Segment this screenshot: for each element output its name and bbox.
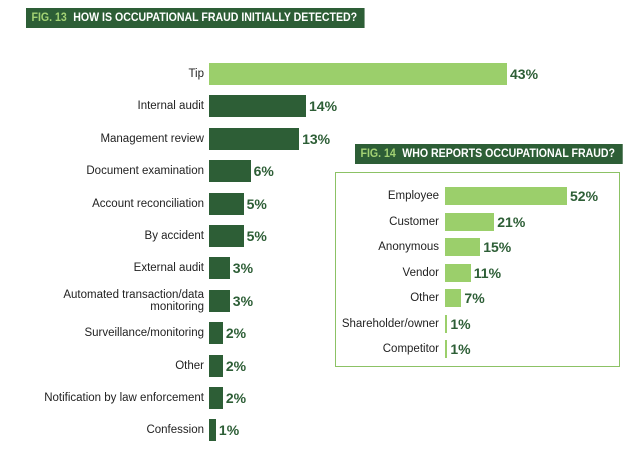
fig14-value-competitor: 1%	[450, 341, 471, 357]
fig14-value-anonymous: 15%	[483, 239, 512, 255]
fig14-value-vendor: 11%	[473, 264, 502, 281]
fig14-label-other: Other	[410, 292, 439, 304]
fig13-bar-surveillance-monitoring	[209, 322, 223, 345]
fig14-bar-anonymous	[445, 238, 481, 256]
fig13-value-automated-transaction-data-monitoring: 3%	[232, 292, 254, 309]
fig14-label-competitor: Competitor	[382, 343, 439, 355]
fig14-title: WHO REPORTS OCCUPATIONAL FRAUD?	[402, 148, 616, 160]
fig14-bar-other	[445, 289, 462, 307]
fig13-value-surveillance-monitoring: 2%	[225, 325, 247, 342]
fig14-bar-employee	[445, 187, 567, 205]
fig13-label-account-reconciliation: Account reconciliation	[92, 197, 204, 210]
fig13-value-notification-by-law-enforcement: 2%	[225, 390, 247, 406]
fig13-bar-document-examination	[209, 160, 251, 183]
fig13-value-document-examination: 6%	[253, 163, 274, 180]
fig13-bar-internal-audit	[209, 95, 307, 118]
fig13-label-other: Other	[175, 359, 204, 372]
fig13-bar-account-reconciliation	[209, 192, 244, 215]
fig13-value-by-accident: 5%	[246, 228, 267, 244]
fig13-value-management-review: 13%	[302, 130, 331, 147]
fig13-header: FIG. 13 HOW IS OCCUPATIONAL FRAUD INITIAL…	[26, 8, 365, 28]
fig14-bar-shareholder-owner	[445, 314, 448, 333]
fig14-value-other: 7%	[464, 290, 485, 306]
fig14-bar-competitor	[445, 340, 448, 358]
fig14-bar-customer	[445, 212, 495, 231]
fig13-bar-tip	[209, 63, 507, 85]
fig14-label-vendor: Vendor	[402, 266, 439, 279]
fig13-value-tip: 43%	[510, 66, 539, 82]
fig13-value-confession: 1%	[218, 422, 240, 439]
fig13-label-document-examination: Document examination	[86, 165, 204, 178]
fig13-label-internal-audit: Internal audit	[137, 100, 205, 113]
fig13-bar-other	[209, 354, 223, 377]
fig13-bar-automated-transaction-data-monitoring	[209, 289, 230, 312]
fig13-label-management-review: Management review	[100, 132, 204, 145]
fig14-value-customer: 21%	[497, 213, 526, 230]
fig13-label-tip: Tip	[188, 68, 204, 80]
fig13-label-notification-by-law-enforcement: Notification by law enforcement	[44, 392, 204, 404]
fig13-value-other: 2%	[225, 357, 247, 374]
fig13-value-account-reconciliation: 5%	[246, 195, 267, 212]
fig13-number: FIG. 13	[31, 12, 67, 24]
fig14-value-shareholder-owner: 1%	[450, 315, 471, 332]
fig14-value-employee: 52%	[570, 188, 599, 204]
fig13-title: HOW IS OCCUPATIONAL FRAUD INITIALLY DETE…	[73, 12, 358, 24]
fig13-label-surveillance-monitoring: Surveillance/monitoring	[84, 327, 204, 340]
fig13-label-confession: Confession	[146, 424, 204, 437]
fig13-bar-confession	[209, 419, 216, 442]
fig14-label-customer: Customer	[389, 215, 439, 228]
fig13-bar-notification-by-law-enforcement	[209, 387, 223, 409]
fig14-bar-vendor	[445, 263, 471, 282]
fig13-label-by-accident: By accident	[144, 230, 204, 242]
fig14-number: FIG. 14	[360, 148, 396, 160]
fig14-label-anonymous: Anonymous	[378, 241, 439, 253]
fig13-value-internal-audit: 14%	[309, 98, 338, 115]
fig14-header: FIG. 14 WHO REPORTS OCCUPATIONAL FRAUD?	[355, 144, 623, 164]
fig13-bar-management-review	[209, 127, 300, 150]
fig14-label-employee: Employee	[387, 190, 439, 202]
fig14-label-shareholder-owner: Shareholder/owner	[341, 317, 439, 330]
fig13-bar-external-audit	[209, 257, 230, 280]
fig13-label-external-audit: External audit	[133, 262, 204, 275]
fig13-value-external-audit: 3%	[232, 260, 254, 277]
fig13-bar-by-accident	[209, 225, 244, 247]
fig13-label-automated-transaction-data-monitoring: Automated transaction/data monitoring	[63, 288, 204, 313]
